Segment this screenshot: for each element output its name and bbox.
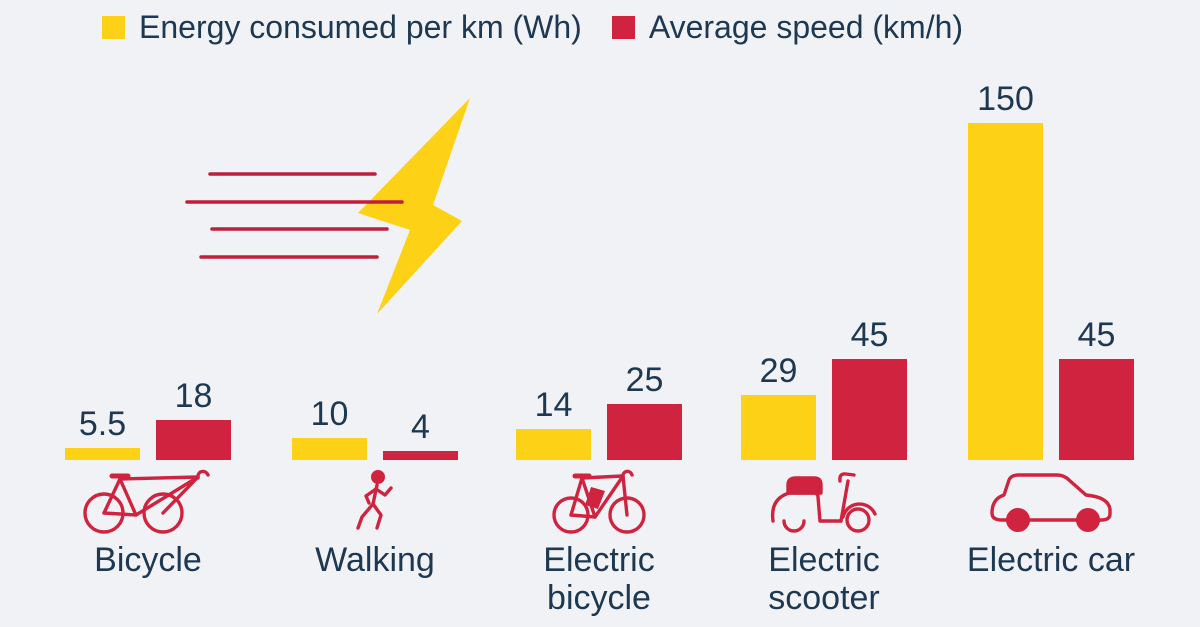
bar-pair: 150 45	[931, 79, 1171, 460]
energy-bar	[516, 428, 591, 460]
bar-value-label: 29	[759, 351, 798, 390]
category-label: Walking	[315, 541, 435, 579]
speed-lines-icon	[185, 172, 404, 259]
bar-value-label: 150	[977, 79, 1034, 118]
category-label: Electric car	[966, 541, 1136, 579]
category-label: Electric scooter	[768, 541, 880, 617]
energy-bar	[968, 122, 1043, 460]
bolt-shape	[358, 98, 470, 314]
electric-bicycle-icon	[479, 468, 719, 534]
speed-bar-group: 45	[832, 318, 907, 460]
electric-car-icon	[931, 468, 1171, 534]
bar-value-label: 14	[534, 385, 573, 424]
bar-pair: 14 25	[479, 363, 719, 460]
chart-group-bicycle: 5.5 18 Bicycle	[28, 0, 268, 627]
bar-pair: 29 45	[704, 318, 944, 460]
speed-bar-group: 18	[156, 376, 231, 460]
lightning-bolt-icon	[185, 98, 470, 314]
chart-group-electric-car: 150 45 Electric car	[931, 0, 1171, 627]
energy-bar-group: 14	[516, 385, 591, 460]
electric-scooter-icon	[704, 468, 944, 534]
bar-pair: 10 4	[255, 394, 495, 460]
legend-label-energy: Energy consumed per km (Wh)	[139, 9, 582, 45]
speed-bar	[607, 403, 682, 460]
legend-item-speed: Average speed (km/h)	[611, 8, 964, 46]
legend-item-energy: Energy consumed per km (Wh)	[102, 8, 582, 46]
speed-bar	[383, 451, 458, 460]
speed-bar	[832, 358, 907, 460]
energy-bar-group: 150	[968, 79, 1043, 460]
category-label: Bicycle	[94, 541, 202, 579]
energy-bar	[292, 437, 367, 460]
bar-pair: 5.5 18	[28, 376, 268, 460]
bar-value-label: 45	[1077, 315, 1116, 354]
bicycle-icon	[28, 468, 268, 534]
bar-value-label: 4	[411, 408, 430, 446]
bar-value-label: 10	[310, 394, 349, 433]
speed-bar-group: 25	[607, 363, 682, 460]
chart-group-electric-scooter: 29 45 Electric scooter	[704, 0, 944, 627]
legend-swatch-speed-icon	[611, 15, 635, 39]
energy-bar	[65, 447, 140, 460]
bar-value-label: 25	[625, 360, 664, 399]
chart-group-walking: 10 4 Walking	[255, 0, 495, 627]
legend-swatch-energy-icon	[102, 15, 125, 39]
speed-bar-group: 4	[383, 410, 458, 460]
energy-bar-group: 5.5	[65, 407, 140, 460]
walking-person-icon	[255, 468, 495, 534]
bar-value-label: 18	[174, 376, 213, 415]
speed-bar-group: 45	[1059, 318, 1134, 460]
category-label: Electric bicycle	[543, 541, 655, 617]
energy-bar-group: 10	[292, 394, 367, 460]
legend-label-speed: Average speed (km/h)	[648, 9, 964, 45]
bar-value-label: 45	[850, 315, 889, 354]
bar-value-label: 5.5	[78, 404, 127, 443]
speed-bar	[1059, 358, 1134, 460]
energy-bar	[741, 394, 816, 460]
chart-legend: Energy consumed per km (Wh) Average spee…	[102, 8, 963, 46]
speed-bar	[156, 419, 231, 460]
energy-bar-group: 29	[741, 354, 816, 460]
chart-group-electric-bicycle: 14 25 Electric bicycle	[479, 0, 719, 627]
